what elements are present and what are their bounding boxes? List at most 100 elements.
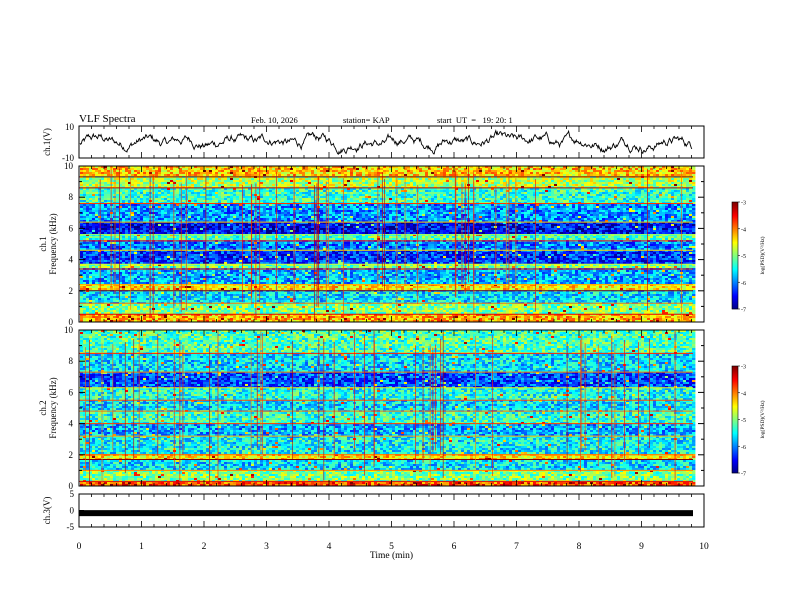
spectrogram-cell — [284, 182, 288, 185]
spectrogram-cell — [590, 178, 594, 181]
spectrogram-cell — [599, 178, 603, 181]
spectrogram-cell — [452, 184, 456, 187]
spectrogram-cell — [572, 196, 576, 199]
spectrogram-cell — [413, 186, 417, 189]
spectrogram-cell — [530, 194, 534, 197]
spectrogram-cell — [569, 178, 573, 181]
spectrogram-cell — [404, 172, 408, 175]
spectrogram-cell — [527, 178, 531, 181]
spectrogram-cell — [386, 206, 390, 209]
spectrogram-cell — [623, 194, 627, 197]
spectrogram-cell — [503, 204, 507, 207]
spectrogram-cell — [449, 190, 453, 193]
spectrogram-cell — [224, 188, 228, 191]
spectrogram-cell — [203, 182, 207, 185]
spectrogram-cell — [140, 200, 144, 203]
spectrogram-cell — [449, 168, 453, 171]
spectrogram-cell — [254, 168, 258, 171]
spectrogram-cell — [392, 204, 396, 207]
spectrogram-cell — [134, 212, 138, 215]
spectrogram-cell — [653, 170, 657, 173]
spectrogram-cell — [374, 200, 378, 203]
spectrogram-cell — [149, 182, 153, 185]
spectrogram-cell — [215, 174, 219, 177]
spectrogram-cell — [164, 206, 168, 209]
spectrogram-cell — [170, 170, 174, 173]
spectrogram-cell — [635, 184, 639, 187]
spectrogram-cell — [128, 182, 132, 185]
spectrogram-cell — [449, 210, 453, 213]
spectrogram-cell — [269, 192, 273, 195]
spectrogram-cell — [638, 172, 642, 175]
spectrogram-cell — [173, 168, 177, 171]
spectrogram-cell — [377, 212, 381, 215]
spectrogram-cell — [503, 198, 507, 201]
spectrogram-cell — [524, 186, 528, 189]
spectrogram-cell — [140, 184, 144, 187]
spectrogram-cell — [350, 184, 354, 187]
spectrogram-cell — [119, 198, 123, 201]
spectrogram-cell — [350, 194, 354, 197]
spectrogram-cell — [362, 182, 366, 185]
spectrogram-cell — [347, 186, 351, 189]
spectrogram-cell — [617, 178, 621, 181]
spectrogram-cell — [179, 172, 183, 175]
spectrogram-cell — [140, 188, 144, 191]
spectrogram-cell — [428, 172, 432, 175]
spectrogram-cell — [494, 174, 498, 177]
spectrogram-cell — [422, 174, 426, 177]
spectrogram-cell — [287, 182, 291, 185]
spectrogram-cell — [674, 166, 678, 169]
spectrogram-cell — [491, 184, 495, 187]
spectrogram-cell — [329, 194, 333, 197]
spectrogram-cell — [290, 204, 294, 207]
spectrogram-cell — [491, 172, 495, 175]
spectrogram-cell — [518, 200, 522, 203]
spectrogram-cell — [314, 206, 318, 209]
spectrogram-cell — [485, 168, 489, 171]
spectrogram-cell — [314, 172, 318, 175]
spectrogram-cell — [317, 174, 321, 177]
spectrogram-cell — [107, 190, 111, 193]
spectrogram-cell — [233, 210, 237, 213]
spectrogram-cell — [623, 166, 627, 169]
spectrogram-cell — [575, 208, 579, 211]
spectrogram-cell — [545, 200, 549, 203]
spectrogram-cell — [176, 166, 180, 169]
spectrogram-cell — [521, 178, 525, 181]
spectrogram-cell — [152, 178, 156, 181]
spectrogram-cell — [239, 200, 243, 203]
spectrogram-cell — [161, 178, 165, 181]
spectrogram-cell — [131, 170, 135, 173]
spectrogram-cell — [278, 166, 282, 169]
spectrogram-cell — [83, 166, 87, 169]
spectrogram-cell — [116, 192, 120, 195]
spectrogram-cell — [425, 174, 429, 177]
spectrogram-cell — [434, 182, 438, 185]
spectrogram-cell — [548, 166, 552, 169]
spectrogram-cell — [182, 204, 186, 207]
spectrogram-cell — [272, 180, 276, 183]
spectrogram-cell — [584, 198, 588, 201]
spectrogram-cell — [686, 168, 690, 171]
spectrogram-cell — [428, 200, 432, 203]
spectrogram-cell — [368, 208, 372, 211]
spectrogram-cell — [218, 196, 222, 199]
spectrogram-cell — [341, 188, 345, 191]
spectrogram-cell — [512, 182, 516, 185]
spectrogram-cell — [263, 208, 267, 211]
spectrogram-cell — [371, 208, 375, 211]
spectrogram-cell — [356, 212, 360, 215]
spectrogram-cell — [638, 198, 642, 201]
spectrogram-cell — [488, 166, 492, 169]
spectrogram-cell — [359, 186, 363, 189]
spectrogram-cell — [551, 204, 555, 207]
spectrogram-cell — [317, 166, 321, 169]
spectrogram-cell — [626, 196, 630, 199]
spectrogram-cell — [407, 192, 411, 195]
spectrogram-cell — [533, 194, 537, 197]
spectrogram-cell — [377, 174, 381, 177]
spectrogram-cell — [674, 192, 678, 195]
spectrogram-cell — [146, 174, 150, 177]
